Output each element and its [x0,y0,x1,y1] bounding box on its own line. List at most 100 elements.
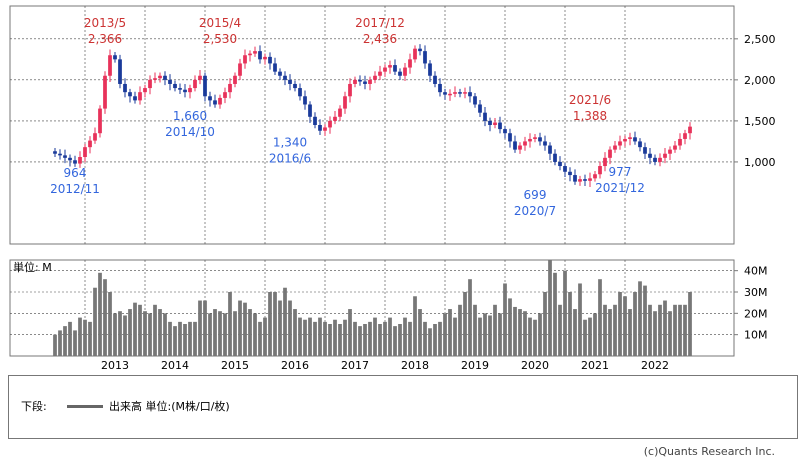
candle-body [378,71,382,76]
candle-body [503,129,507,134]
candle-body [148,79,152,89]
candle-body [73,160,77,164]
candle-body [563,166,567,172]
candle-body [158,75,162,79]
candle-body [408,59,412,68]
low-annotation-value: 699 [524,188,547,202]
candle-body [228,83,232,93]
candle-body [288,79,292,84]
volume-bar [563,270,567,356]
candle-body [578,179,582,182]
volume-bar [473,304,477,356]
volume-bar [443,313,447,356]
candle-body [643,147,647,154]
volume-bar [138,304,142,356]
volume-bar [558,304,562,356]
volume-bar [438,321,442,356]
x-tick-label: 2019 [461,359,489,372]
x-tick-label: 2018 [401,359,429,372]
volume-bar [638,281,642,356]
volume-y-tick-label: 10M [744,329,768,342]
candle-body [273,63,277,72]
volume-bar [523,311,527,356]
candle-body [448,93,452,96]
volume-y-tick-label: 40M [744,265,768,278]
volume-bar [168,321,172,356]
high-annotation-value: 2,436 [363,32,397,46]
candle-body [613,145,617,150]
candle-body [223,92,227,98]
candle-body [438,83,442,93]
volume-bar [368,321,372,356]
volume-bar [213,309,217,356]
candle-body [618,141,622,146]
x-tick-label: 2016 [281,359,309,372]
high-annotation-date: 2013/5 [84,16,126,30]
price-y-tick-label: 1,000 [744,156,776,169]
candle-body [93,133,97,141]
volume-bar [98,272,102,356]
candle-body [633,137,637,142]
volume-bar [73,330,77,356]
candle-body [368,79,372,84]
x-tick-label: 2014 [161,359,189,372]
candle-body [243,55,247,64]
volume-bar [468,279,472,356]
volume-bar [513,306,517,356]
price-y-ticks: 1,000 1,500 2,000 2,500 [734,33,776,169]
legend-box: 下段: 出来高 単位:(M株/口/枚) [8,375,798,439]
volume-bars [53,260,692,356]
candle-body [258,51,262,60]
volume-bar [148,313,152,356]
candle-body [108,55,112,76]
volume-bar [58,330,62,356]
volume-bar [633,292,637,356]
volume-bar [53,334,57,356]
volume-bar [208,313,212,356]
volume-bar [78,317,82,356]
volume-bar [553,272,557,356]
candle-body [478,104,482,113]
volume-bar [503,283,507,356]
candle-body [463,92,467,94]
candle-body [183,89,187,93]
volume-bar [373,317,377,356]
candle-body [58,153,62,156]
candle-body [658,157,662,162]
volume-bar [253,313,257,356]
volume-bar [333,319,337,356]
volume-bar [238,300,242,356]
volume-bar [628,309,632,356]
low-annotation-value: 977 [609,165,632,179]
volume-bar [278,300,282,356]
candle-body [558,161,562,167]
candle-body [323,127,327,131]
candle-body [688,126,692,134]
volume-bar [183,324,187,356]
volume-bar [418,309,422,356]
candle-body [648,153,652,158]
candle-body [173,83,177,89]
volume-bar [108,292,112,356]
volume-bar [533,319,537,356]
legend-series-label: 出来高 単位:(M株/口/枚) [109,400,230,413]
volume-bar [173,326,177,356]
volume-bar [88,321,92,356]
candle-body [468,92,472,97]
volume-bar [458,304,462,356]
volume-bar [383,321,387,356]
high-annotation-date: 2015/4 [199,16,241,30]
candle-body [433,75,437,84]
candle-body [83,147,87,158]
volume-y-tick-label: 30M [744,286,768,299]
candle-body [168,79,172,84]
volume-bar [598,279,602,356]
volume-bar [683,304,687,356]
volume-bar [623,296,627,356]
candle-body [603,157,607,167]
volume-bar [403,317,407,356]
volume-bar [103,279,107,356]
candle-body [413,48,417,60]
volume-bar [193,321,197,356]
volume-bar [353,321,357,356]
